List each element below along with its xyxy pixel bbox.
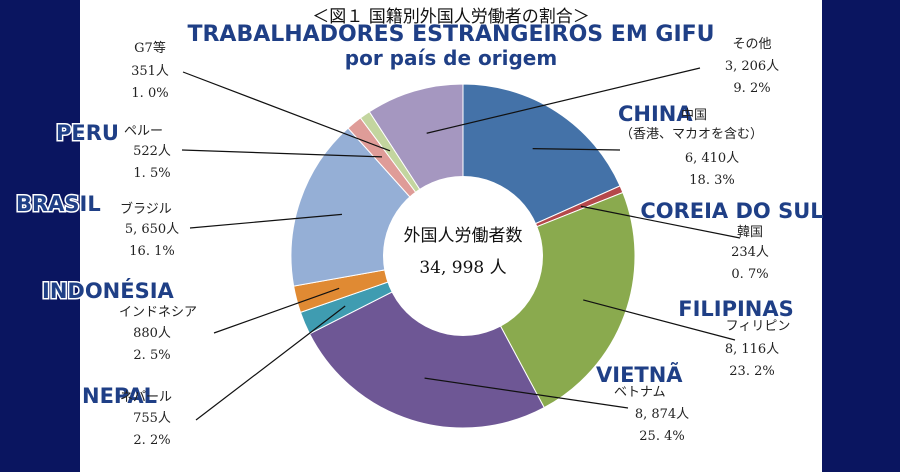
donut-hole	[383, 176, 543, 336]
label-indonesia-count-label: 880人	[133, 326, 171, 341]
label-brazil-percent-label: 16. 1%	[129, 244, 174, 259]
label-korea-name-pt: COREIA DO SUL	[640, 199, 823, 223]
label-nepal-name-pt: NEPAL	[82, 384, 157, 408]
label-g7-count-label: 351人	[131, 64, 169, 79]
label-korea-count-label: 234人	[731, 245, 769, 260]
label-nepal-name-jp: ネパール	[120, 390, 172, 405]
label-china-name-jp: 中国	[681, 108, 707, 123]
label-china-count-label: 6, 410人	[685, 151, 739, 166]
label-philippines-count-label: 8, 116人	[725, 342, 779, 357]
label-china-percent-label: 18. 3%	[689, 173, 734, 188]
label-brazil-count-label: 5, 650人	[125, 222, 179, 237]
label-brazil-name-jp: ブラジル	[120, 201, 172, 217]
label-g7-percent-label: 1. 0%	[131, 86, 168, 101]
label-indonesia-name-jp: インドネシア	[119, 305, 197, 320]
leader-line-korea	[580, 205, 741, 239]
label-nepal-count-label: 755人	[133, 411, 171, 426]
chart-subtitle-pt: por país de origem	[344, 46, 558, 70]
leader-line-brazil	[189, 213, 343, 229]
label-korea-name-jp: 韓国	[737, 225, 763, 240]
label-philippines-percent-label: 23. 2%	[729, 364, 774, 379]
label-other-count-label: 3, 206人	[725, 59, 779, 74]
label-peru-name-pt: PERU	[56, 121, 119, 145]
label-china-note-jp: （香港、マカオを含む）	[620, 126, 763, 142]
label-philippines-name-pt: FILIPINAS	[678, 297, 794, 321]
label-peru-percent-label: 1. 5%	[133, 166, 170, 181]
label-brazil-name-pt: BRASIL	[16, 192, 101, 216]
leader-line-peru	[181, 149, 382, 158]
chart-title-pt: TRABALHADORES ESTRANGEIROS EM GIFU	[187, 22, 715, 47]
label-peru-count-label: 522人	[133, 144, 171, 159]
leader-line-nepal	[195, 305, 346, 421]
label-china-name-pt: CHINA	[618, 102, 693, 126]
label-nepal-percent-label: 2. 2%	[133, 433, 170, 448]
center-total: 34, 998 人	[419, 258, 506, 278]
label-vietnam-name-jp: ベトナム	[614, 385, 666, 400]
chart-title-jp: ＜図１ 国籍別外国人労働者の割合＞	[312, 7, 590, 27]
label-other-name-jp: その他	[732, 37, 771, 52]
label-other-percent-label: 9. 2%	[733, 81, 770, 96]
label-vietnam-count-label: 8, 874人	[635, 407, 689, 422]
leader-line-vietnam	[424, 377, 629, 409]
leader-line-g7	[182, 71, 391, 152]
label-philippines-name-jp: フィリピン	[726, 319, 791, 334]
center-label: 外国人労働者数	[404, 226, 523, 246]
label-indonesia-name-pt: INDONÉSIA	[42, 278, 175, 303]
label-vietnam-percent-label: 25. 4%	[639, 429, 684, 444]
label-vietnam-name-pt: VIETNÃ	[596, 362, 683, 387]
label-peru-name-jp: ペルー	[124, 124, 163, 139]
label-g7-name-jp: G7等	[134, 40, 166, 56]
leader-line-philippines	[583, 299, 736, 341]
label-indonesia-percent-label: 2. 5%	[133, 348, 170, 363]
leader-line-other	[426, 67, 701, 134]
label-korea-percent-label: 0. 7%	[731, 267, 768, 282]
leader-line-indonesia	[213, 287, 340, 334]
leader-line-china	[532, 148, 621, 151]
